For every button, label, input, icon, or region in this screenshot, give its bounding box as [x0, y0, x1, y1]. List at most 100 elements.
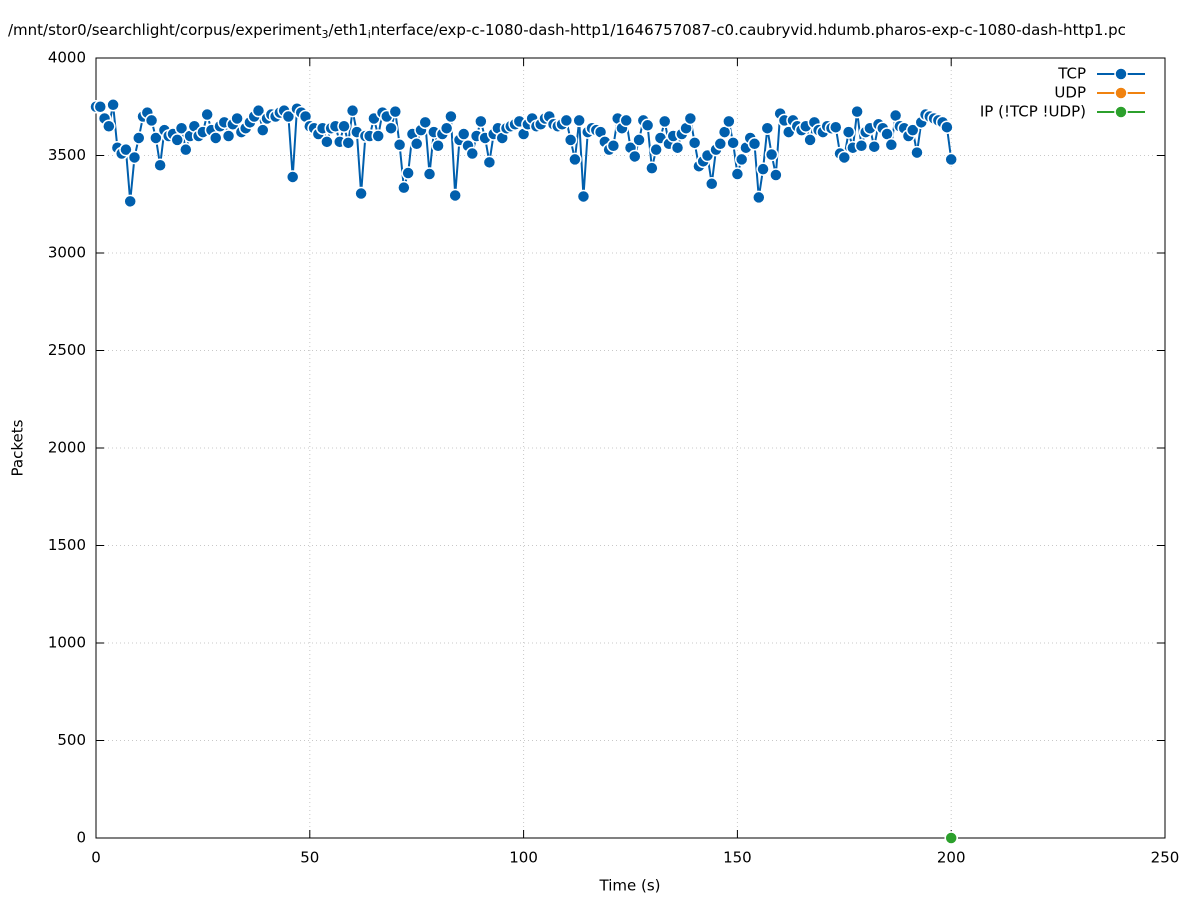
data-point — [337, 119, 351, 133]
data-point — [401, 166, 415, 180]
data-point — [640, 118, 655, 133]
data-point — [854, 139, 869, 153]
legend-marker — [1114, 86, 1128, 100]
legend-marker — [1114, 67, 1128, 81]
data-point — [910, 145, 924, 160]
data-point — [119, 142, 133, 157]
title-part: nterface/exp-c-1080-dash-http1/164675708… — [371, 21, 1126, 39]
data-point — [392, 138, 407, 152]
data-point — [132, 131, 146, 145]
data-point — [397, 180, 411, 195]
data-point — [704, 177, 719, 191]
data-point — [730, 167, 745, 181]
data-point — [388, 104, 403, 119]
data-point — [841, 125, 856, 139]
data-point — [474, 114, 488, 129]
data-point — [174, 121, 189, 135]
data-point — [221, 129, 236, 143]
data-point — [940, 120, 954, 134]
data-point — [144, 113, 159, 128]
y-tick-label: 3500 — [48, 146, 86, 164]
data-point — [465, 146, 480, 161]
data-point — [123, 194, 137, 209]
y-tick-label: 4000 — [48, 49, 86, 67]
data-point — [760, 121, 775, 135]
data-point — [170, 133, 184, 147]
y-tick-label: 3000 — [48, 244, 86, 262]
data-point — [431, 139, 445, 153]
data-point — [756, 162, 770, 176]
data-point — [251, 103, 266, 118]
data-point — [905, 123, 920, 137]
data-point — [482, 155, 497, 170]
data-point — [687, 136, 702, 150]
data-point — [576, 189, 591, 204]
data-point — [606, 139, 621, 153]
data-point — [409, 137, 424, 151]
x-tick-label: 150 — [723, 849, 752, 867]
data-point — [456, 127, 471, 141]
data-point — [341, 136, 356, 150]
data-point — [828, 120, 843, 134]
data-point — [944, 152, 958, 167]
legend-marker — [1114, 105, 1128, 119]
title-subscript: i — [368, 28, 371, 41]
x-tick-label: 100 — [509, 849, 538, 867]
data-point — [256, 123, 270, 137]
data-point — [726, 136, 740, 150]
data-point — [179, 142, 193, 157]
data-point — [439, 121, 454, 135]
data-point — [208, 131, 223, 145]
x-tick-label: 50 — [300, 849, 319, 867]
data-point — [632, 133, 646, 147]
data-point — [670, 140, 685, 155]
legend-label: TCP — [1057, 65, 1086, 83]
data-point — [444, 109, 458, 124]
data-point — [713, 137, 728, 151]
data-point — [422, 167, 437, 181]
data-point — [568, 152, 582, 167]
data-point — [722, 114, 736, 129]
title-part: /eth1 — [329, 21, 368, 39]
data-point — [371, 129, 385, 143]
data-point — [354, 186, 368, 201]
data-point — [559, 113, 574, 128]
data-point — [102, 119, 116, 133]
data-point — [418, 115, 433, 130]
data-point — [649, 142, 663, 157]
y-tick-label: 2500 — [48, 341, 86, 359]
data-point — [106, 98, 120, 112]
data-point — [764, 147, 779, 162]
data-point — [230, 111, 244, 126]
data-point — [645, 161, 659, 175]
x-tick-label: 250 — [1151, 849, 1180, 867]
title-part: /mnt/stor0/searchlight/corpus/experiment — [8, 21, 322, 39]
data-point — [345, 103, 360, 118]
data-point — [683, 111, 698, 126]
y-axis-label: Packets — [9, 419, 27, 476]
data-point — [657, 114, 672, 129]
y-tick-label: 1000 — [48, 634, 86, 652]
plot-frame — [95, 57, 1166, 839]
y-tick-label: 0 — [76, 829, 86, 847]
data-point — [867, 139, 881, 154]
x-axis-label: Time (s) — [599, 877, 661, 895]
data-point — [944, 831, 958, 845]
y-tick-label: 500 — [57, 731, 86, 749]
data-point — [837, 150, 852, 165]
data-point — [619, 113, 633, 128]
data-point — [572, 113, 586, 128]
y-tick-label: 1500 — [48, 536, 86, 554]
data-point — [734, 152, 749, 167]
data-point — [93, 100, 108, 114]
data-point — [448, 188, 462, 203]
data-point — [149, 131, 163, 145]
legend-label: IP (!TCP !UDP) — [980, 103, 1086, 121]
x-tick-label: 200 — [937, 849, 966, 867]
data-point — [803, 133, 817, 147]
y-tick-label: 2000 — [48, 439, 86, 457]
data-point — [628, 149, 642, 164]
data-point — [752, 190, 766, 205]
data-point — [285, 170, 300, 184]
